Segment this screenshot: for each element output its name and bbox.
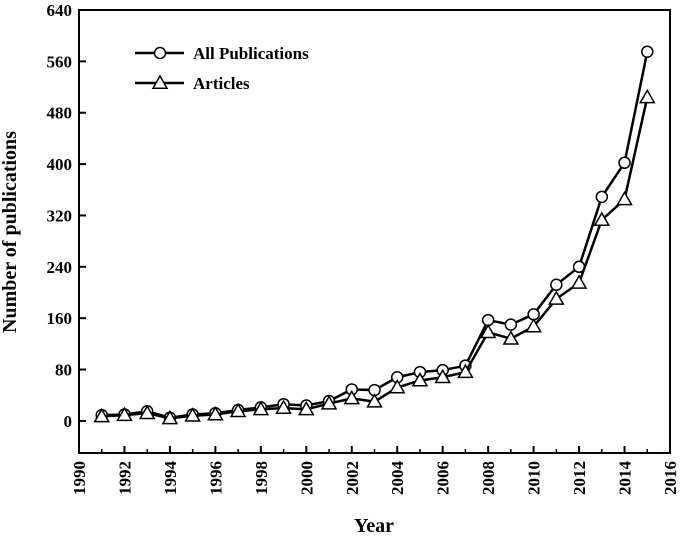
data-point xyxy=(618,156,631,170)
y-tick-label: 0 xyxy=(64,412,73,431)
x-tick-label: 2000 xyxy=(297,461,316,495)
series-articles xyxy=(93,88,656,425)
data-point xyxy=(366,393,383,408)
x-tick-label: 2016 xyxy=(661,461,680,495)
legend-marker xyxy=(151,74,169,89)
x-tick-label: 1990 xyxy=(70,461,89,495)
data-point xyxy=(298,400,315,416)
x-tick-label: 1994 xyxy=(161,461,180,496)
data-point xyxy=(184,407,201,422)
data-point xyxy=(550,278,563,292)
x-tick-label: 2004 xyxy=(388,461,407,496)
y-tick-label: 640 xyxy=(47,1,73,20)
y-axis-ticks: 0 80 160 240 320 400 480 560 640 xyxy=(47,1,86,431)
x-tick-label: 1996 xyxy=(206,461,225,495)
x-tick-label: 2012 xyxy=(570,461,589,495)
data-point xyxy=(275,399,292,415)
legend-marker xyxy=(153,46,167,60)
series-layer xyxy=(93,45,656,425)
series-line xyxy=(101,51,649,419)
data-point xyxy=(116,406,133,422)
data-point xyxy=(207,405,224,421)
x-tick-label: 1998 xyxy=(252,461,271,495)
data-point xyxy=(434,368,451,384)
data-point xyxy=(320,395,338,410)
x-axis-ticks: 1990 1992 1994 1996 1998 2000 2002 2004 2006 2008… xyxy=(70,446,680,495)
legend: All Publications Articles xyxy=(135,44,309,93)
x-tick-label: 2006 xyxy=(434,461,453,495)
y-tick-label: 480 xyxy=(47,104,73,123)
legend-label: All Publications xyxy=(193,44,309,63)
legend-item: All Publications xyxy=(135,44,309,63)
data-point xyxy=(388,379,406,394)
x-tick-label: 2002 xyxy=(343,461,362,495)
y-tick-label: 80 xyxy=(55,361,72,380)
data-point xyxy=(252,400,270,416)
series-line xyxy=(101,97,649,420)
data-point xyxy=(593,211,611,226)
data-point xyxy=(343,389,361,405)
series-all-publications xyxy=(95,45,654,424)
data-point xyxy=(161,409,179,425)
y-tick-label: 320 xyxy=(47,206,73,225)
data-point xyxy=(138,404,156,420)
x-tick-label: 1992 xyxy=(115,461,134,495)
y-tick-label: 160 xyxy=(47,309,73,328)
data-point xyxy=(457,363,474,379)
data-point xyxy=(504,318,518,331)
x-tick-label: 2008 xyxy=(479,461,498,495)
legend-item: Articles xyxy=(135,74,250,93)
x-tick-label: 2010 xyxy=(525,461,544,495)
legend-label: Articles xyxy=(193,74,250,93)
data-point xyxy=(638,88,656,104)
data-point xyxy=(570,274,588,289)
x-tick-label: 2014 xyxy=(616,461,635,496)
x-axis-title: Year xyxy=(354,515,394,537)
data-point xyxy=(229,402,247,418)
y-tick-label: 400 xyxy=(47,155,73,174)
data-point xyxy=(93,407,111,423)
y-tick-label: 240 xyxy=(47,258,73,277)
data-point xyxy=(479,323,497,339)
data-point xyxy=(548,290,565,305)
y-tick-label: 560 xyxy=(47,52,73,71)
y-axis-title: Number of publications xyxy=(0,131,21,333)
data-point xyxy=(525,318,542,333)
data-point xyxy=(616,190,633,206)
data-point xyxy=(411,371,429,387)
data-point xyxy=(641,45,654,58)
data-point xyxy=(595,190,609,204)
data-point xyxy=(502,330,520,345)
